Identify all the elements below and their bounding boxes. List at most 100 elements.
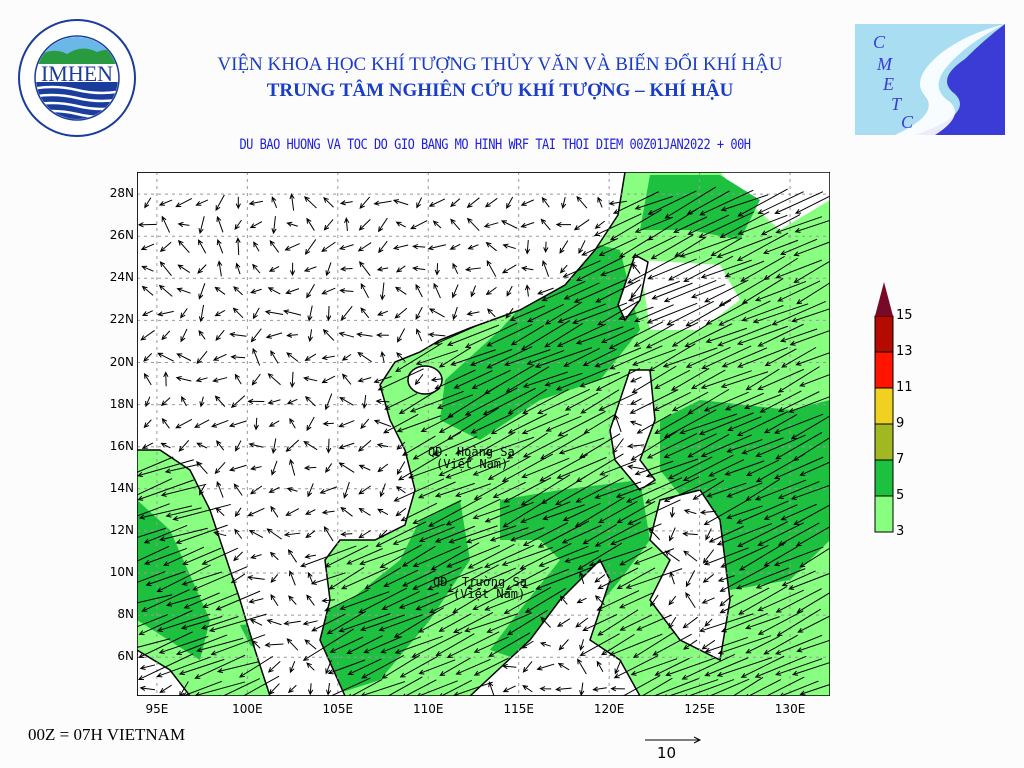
wind-arrow xyxy=(537,388,590,415)
wind-arrow xyxy=(674,236,707,257)
wind-arrow xyxy=(506,285,513,297)
wind-arrow xyxy=(396,265,406,273)
wind-arrow xyxy=(392,244,409,250)
wind-arrow xyxy=(326,305,332,322)
wind-arrow xyxy=(141,589,190,612)
wind-arrow xyxy=(485,241,497,252)
wind-arrow xyxy=(745,635,780,654)
wind-arrow xyxy=(703,547,749,566)
wind-arrow xyxy=(466,217,480,232)
wind-arrow xyxy=(666,300,715,326)
wind-arrow xyxy=(435,633,475,656)
wind-arrow xyxy=(685,592,696,608)
wind-arrow xyxy=(506,432,548,459)
wind-arrow xyxy=(726,505,763,520)
wind-arrow xyxy=(396,441,406,450)
wind-arrow xyxy=(323,197,334,208)
wind-arrow xyxy=(233,483,243,496)
wind-arrow xyxy=(537,520,590,548)
wind-arrow xyxy=(357,377,372,383)
wind-arrow xyxy=(745,478,780,501)
wind-arrow xyxy=(484,501,534,523)
wind-arrow xyxy=(195,377,208,383)
wind-arrow xyxy=(305,509,316,515)
wind-arrow xyxy=(630,430,678,461)
wind-arrow xyxy=(777,481,820,499)
wind-arrow xyxy=(216,481,224,498)
truong-sa-label: QĐ. Trường Sa xyxy=(433,575,527,589)
wind-arrow xyxy=(544,372,583,387)
wind-arrow xyxy=(796,282,830,305)
wind-arrow xyxy=(521,640,534,649)
wind-arrow xyxy=(358,439,372,452)
wind-arrow xyxy=(524,239,531,255)
wind-arrow xyxy=(321,241,336,253)
wind-arrow xyxy=(338,420,355,428)
wind-arrow xyxy=(622,675,660,696)
wind-arrow xyxy=(210,420,229,428)
wind-arrow xyxy=(556,456,607,479)
lon-tick-label: 130E xyxy=(774,702,806,716)
wind-arrow xyxy=(754,280,807,302)
wind-arrow xyxy=(799,373,830,387)
wind-arrow xyxy=(539,454,588,482)
wind-arrow xyxy=(159,527,208,542)
wind-arrow xyxy=(540,218,551,231)
wind-arrow xyxy=(739,541,787,571)
wind-arrow xyxy=(268,486,280,493)
wind-arrow xyxy=(579,433,621,459)
wind-arrow xyxy=(361,655,405,679)
wind-arrow xyxy=(268,266,280,272)
wind-arrow xyxy=(175,418,193,429)
wind-arrow xyxy=(736,232,789,261)
wind-arrow xyxy=(141,265,154,272)
wind-arrow xyxy=(453,611,494,634)
wind-arrow xyxy=(520,474,571,506)
wind-arrow xyxy=(377,310,389,316)
wind-arrow xyxy=(238,655,274,678)
wind-arrow xyxy=(284,243,300,251)
wind-arrow xyxy=(306,416,315,432)
wind-arrow xyxy=(777,366,820,393)
wind-arrow xyxy=(210,634,266,656)
wind-arrow xyxy=(619,614,653,631)
wind-arrow xyxy=(773,456,824,480)
wind-arrow xyxy=(683,639,698,650)
wind-arrow xyxy=(140,329,155,341)
wind-arrow xyxy=(776,608,821,637)
wind-arrow xyxy=(377,463,389,473)
wind-arrow xyxy=(716,657,773,677)
wind-arrow xyxy=(509,305,546,322)
wind-arrow xyxy=(683,255,734,282)
wind-arrow xyxy=(267,373,281,386)
wind-arrow xyxy=(652,633,692,656)
wind-arrow xyxy=(596,590,640,611)
wind-arrow xyxy=(449,243,461,250)
wind-arrow xyxy=(264,642,284,648)
calm-areas xyxy=(640,172,830,330)
wind-arrow xyxy=(717,324,772,347)
wind-arrow xyxy=(736,411,789,436)
wind-arrow xyxy=(251,640,261,649)
wind-arrow xyxy=(752,303,809,324)
wind-arrow xyxy=(235,440,242,452)
wind-arrow xyxy=(321,509,335,515)
wind-arrow xyxy=(792,436,830,461)
wind-arrow xyxy=(450,198,461,208)
lat-tick-label: 22N xyxy=(109,312,134,327)
wind-arrow xyxy=(473,657,509,676)
wind-arrow xyxy=(434,263,440,276)
wind-arrow xyxy=(384,393,418,410)
wind-arrow xyxy=(708,525,744,543)
wind-arrow xyxy=(467,543,515,569)
wind-arrow xyxy=(794,219,830,233)
wind-arrow xyxy=(288,570,296,586)
wind-arrow xyxy=(576,195,588,209)
sumatra-island xyxy=(137,649,191,696)
wind-arrow xyxy=(271,438,277,455)
wind-arrow xyxy=(141,310,153,316)
wind-arrow xyxy=(505,366,550,393)
wind-arrow xyxy=(700,370,752,390)
wind-arrow xyxy=(383,413,419,434)
wind-arrow xyxy=(216,661,259,674)
